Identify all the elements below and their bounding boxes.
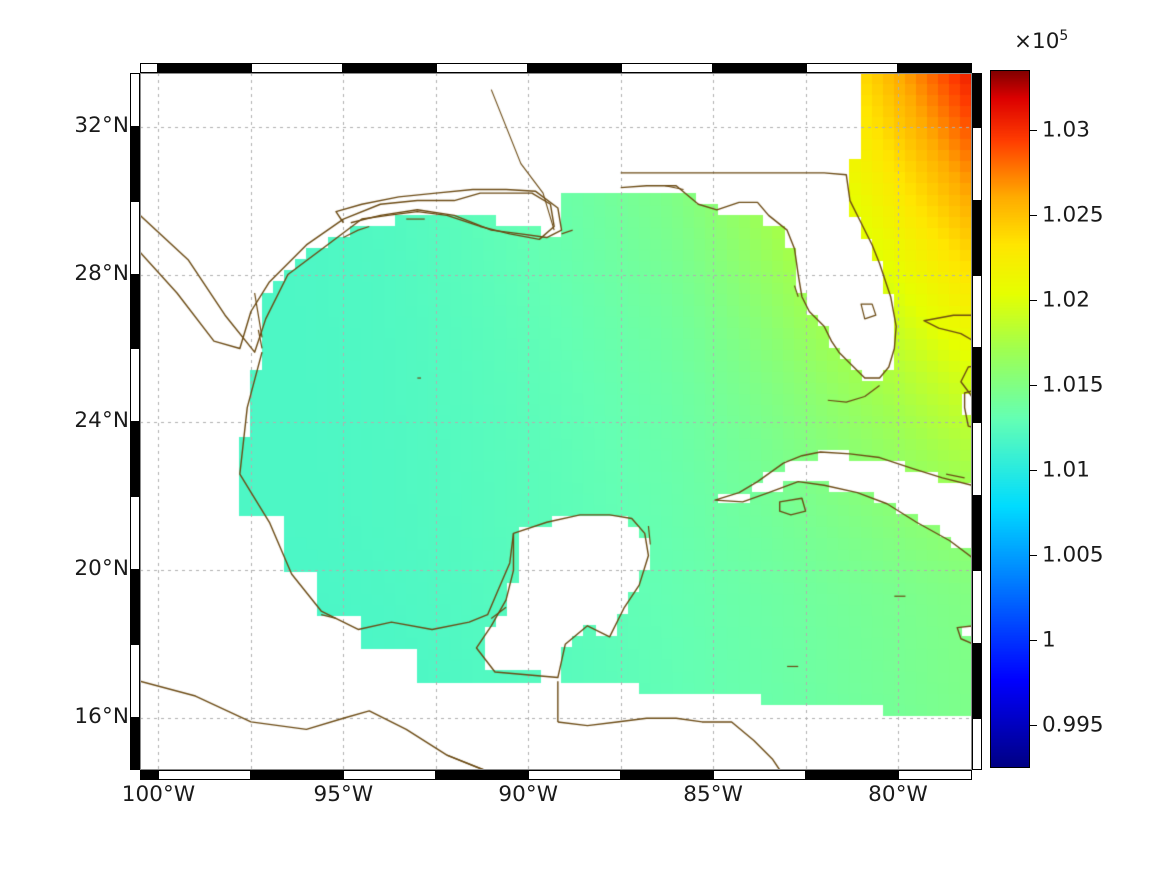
map-axes[interactable] [140, 73, 972, 770]
colorbar-tick-label: 1.01 [1042, 457, 1090, 483]
colorbar-tick-mark [1030, 470, 1037, 472]
frame-segment [130, 422, 140, 497]
frame-segment [713, 770, 806, 780]
frame-segment [250, 63, 344, 73]
colorbar-axes[interactable] [990, 70, 1030, 768]
frame-segment [972, 496, 982, 571]
frame-segment [972, 73, 982, 127]
longitude-tick-label: 80°W [868, 782, 928, 807]
frame-segment [130, 718, 140, 770]
colorbar-tick-mark [1030, 555, 1037, 557]
frame-segment [972, 718, 982, 770]
frame-segment [898, 770, 972, 780]
frame-segment [972, 422, 982, 497]
colorbar-tick-label: 0.995 [1042, 712, 1104, 738]
frame-segment [528, 63, 621, 73]
latitude-tick-label: 28°N [74, 260, 129, 286]
colorbar-tick-mark [1030, 725, 1037, 727]
frame-segment [435, 63, 529, 73]
colorbar-tick-label: 1.015 [1042, 372, 1104, 398]
frame-segment [130, 644, 140, 719]
latitude-tick-label: 20°N [74, 556, 129, 582]
frame-segment [805, 770, 899, 780]
longitude-tick-label: 85°W [683, 782, 744, 807]
colorbar-tick-label: 1.02 [1042, 287, 1090, 313]
colorbar-tick-mark [1030, 384, 1037, 386]
frame-segment [158, 770, 251, 780]
frame-segment [130, 126, 140, 201]
frame-segment [972, 644, 982, 719]
frame-segment [972, 126, 982, 201]
colorbar-tick-label: 1.025 [1042, 202, 1104, 228]
frame-segment [130, 570, 140, 645]
frame-segment [158, 63, 251, 73]
frame-segment [972, 200, 982, 275]
colorbar-tick-mark [1030, 129, 1037, 131]
frame-segment [972, 348, 982, 423]
frame-segment [343, 63, 436, 73]
colorbar-gradient [990, 70, 1030, 768]
colorbar-tick-label: 1.03 [1042, 117, 1090, 143]
frame-segment [130, 200, 140, 275]
colorbar-tick-label: 1 [1042, 627, 1056, 653]
frame-segment [130, 348, 140, 423]
frame-segment [898, 63, 972, 73]
colorbar-tick-mark [1030, 299, 1037, 301]
frame-segment [140, 770, 159, 780]
frame-segment [130, 274, 140, 349]
frame-segment [343, 770, 436, 780]
map-data-canvas [140, 73, 972, 770]
frame-segment [972, 570, 982, 645]
frame-segment [130, 496, 140, 571]
longitude-tick-label: 100°W [121, 782, 196, 807]
latitude-tick-label: 32°N [74, 112, 129, 138]
colorbar-tick-mark [1030, 214, 1037, 216]
frame-segment [620, 63, 714, 73]
frame-segment [805, 63, 899, 73]
latitude-tick-label: 16°N [74, 704, 129, 730]
frame-segment [972, 274, 982, 349]
frame-segment [140, 63, 159, 73]
frame-segment [528, 770, 621, 780]
frame-segment [250, 770, 344, 780]
frame-segment [713, 63, 806, 73]
colorbar-tick-label: 1.005 [1042, 542, 1104, 568]
colorbar-offset-exponent: 5 [1059, 28, 1069, 44]
longitude-tick-label: 90°W [498, 782, 559, 807]
frame-segment [620, 770, 714, 780]
frame-segment [435, 770, 529, 780]
colorbar-offset-text: ×105 [1014, 28, 1068, 54]
longitude-tick-label: 95°W [313, 782, 374, 807]
frame-segment [130, 73, 140, 127]
colorbar-offset-base: ×10 [1014, 29, 1060, 55]
latitude-tick-label: 24°N [74, 408, 129, 434]
colorbar-tick-mark [1030, 640, 1037, 642]
